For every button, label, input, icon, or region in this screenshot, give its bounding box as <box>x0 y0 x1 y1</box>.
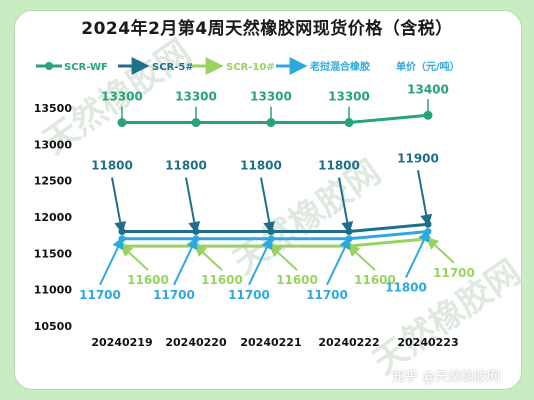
data-callout <box>111 177 127 234</box>
data-label: 11800 <box>91 159 133 173</box>
data-callout <box>269 244 298 271</box>
credit-text: 知乎 @天然橡胶网 <box>392 370 501 385</box>
data-label: 11800 <box>318 159 360 173</box>
y-tick-label: 12000 <box>34 211 73 224</box>
y-tick-label: 10500 <box>34 320 73 333</box>
y-tick-label: 12500 <box>34 175 73 188</box>
y-tick-label: 13500 <box>34 102 73 115</box>
data-label: 11700 <box>79 288 121 302</box>
data-label: 11600 <box>127 273 169 287</box>
data-label: 11900 <box>397 151 439 165</box>
legend-label: 老挝混合橡胶 <box>309 60 370 73</box>
data-label: 11700 <box>228 288 270 302</box>
data-label: 11800 <box>240 159 282 173</box>
data-callout <box>417 170 433 227</box>
y-tick-label: 11000 <box>34 284 73 297</box>
data-callout <box>194 244 223 271</box>
x-tick-label: 20240222 <box>318 336 379 349</box>
data-callout <box>347 244 376 271</box>
data-label: 11600 <box>276 273 318 287</box>
data-callout <box>185 177 201 234</box>
series-line <box>122 222 429 234</box>
x-tick-label: 20240221 <box>240 336 301 349</box>
legend-label: SCR-10# <box>226 62 275 73</box>
data-label: 13300 <box>328 90 370 104</box>
data-callout <box>260 177 276 234</box>
x-tick-label: 20240219 <box>91 336 152 349</box>
data-callout <box>326 236 351 286</box>
chart-title: 2024年2月第4周天然橡胶网现货价格（含税） <box>81 19 453 39</box>
x-tick-label: 20240220 <box>165 336 227 349</box>
data-label: 11800 <box>165 159 207 173</box>
data-callout <box>338 177 354 234</box>
legend-unit: 单价（元/吨） <box>396 60 460 73</box>
data-callout <box>426 237 455 264</box>
legend-marker <box>45 62 53 70</box>
data-label: 11700 <box>433 266 475 280</box>
y-tick-label: 13000 <box>34 138 73 151</box>
data-label: 13300 <box>250 90 292 104</box>
chart-frame <box>14 10 522 390</box>
data-callout <box>405 229 430 278</box>
data-callout <box>248 236 273 286</box>
legend-label: SCR-WF <box>64 62 108 73</box>
data-callout <box>173 236 198 286</box>
data-label: 11700 <box>153 288 195 302</box>
data-label: 11600 <box>201 273 243 287</box>
data-callout <box>120 244 149 271</box>
y-tick-label: 11500 <box>34 247 73 260</box>
data-label: 11800 <box>385 281 427 295</box>
data-label: 11700 <box>306 288 348 302</box>
legend-label: SCR-5# <box>152 62 194 73</box>
data-label: 11600 <box>354 273 396 287</box>
data-label: 13300 <box>175 90 217 104</box>
data-callout <box>99 236 124 286</box>
data-label: 13400 <box>407 82 449 96</box>
x-tick-label: 20240223 <box>397 336 458 349</box>
data-label: 13300 <box>101 90 143 104</box>
